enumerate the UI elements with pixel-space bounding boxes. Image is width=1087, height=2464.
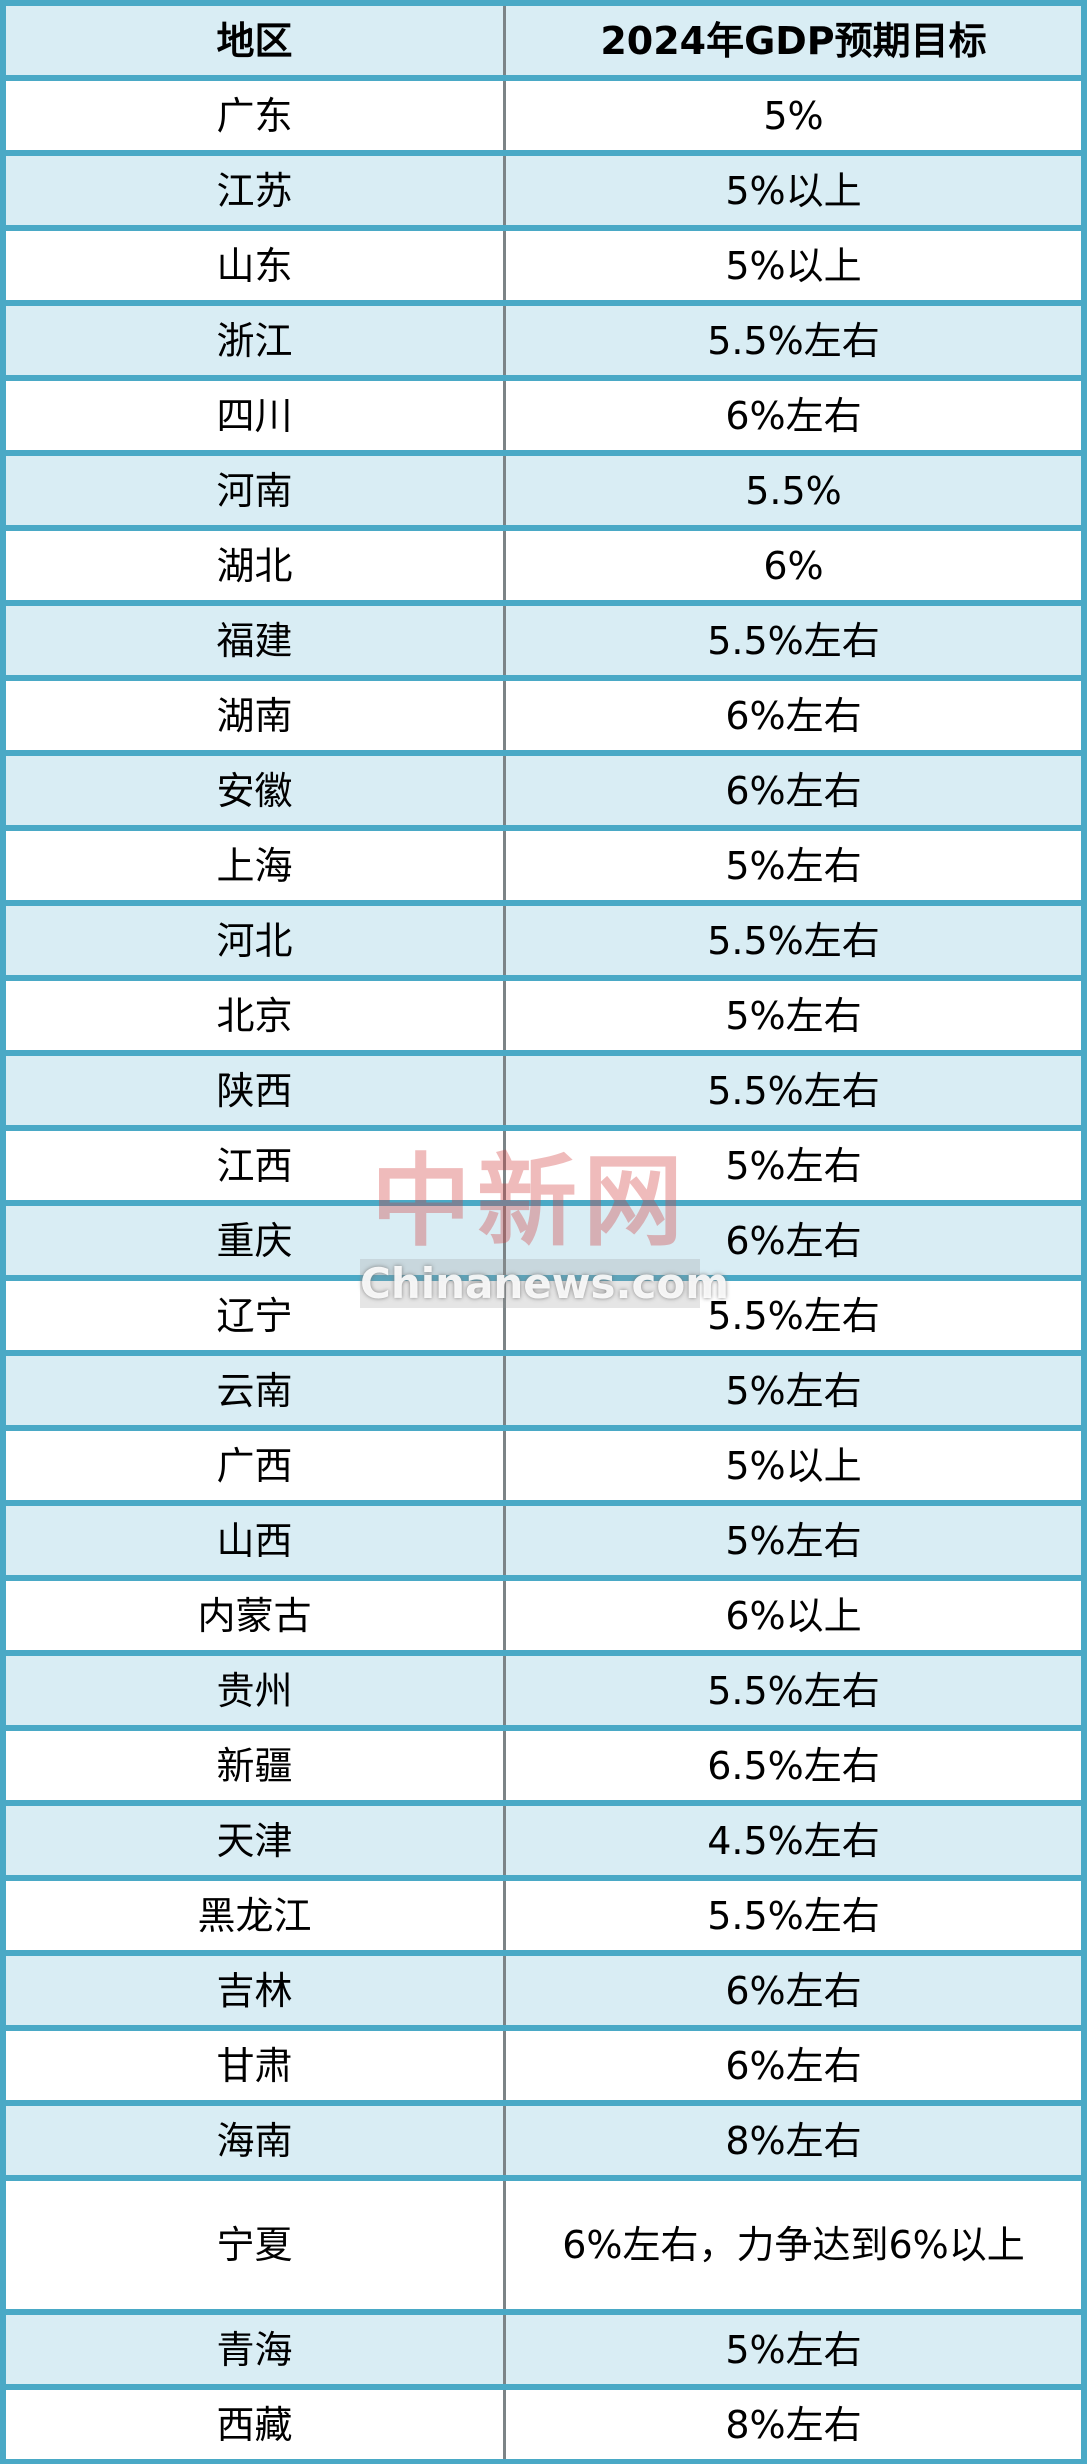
region-cell: 山西: [6, 1506, 506, 1575]
region-cell: 浙江: [6, 306, 506, 375]
region-cell: 黑龙江: [6, 1881, 506, 1950]
region-cell: 陕西: [6, 1056, 506, 1125]
target-cell: 5%以上: [506, 156, 1081, 225]
target-cell: 5.5%左右: [506, 1881, 1081, 1950]
region-cell: 贵州: [6, 1656, 506, 1725]
target-cell: 5.5%左右: [506, 306, 1081, 375]
table-row: 浙江 5.5%左右: [6, 306, 1081, 375]
region-cell: 重庆: [6, 1206, 506, 1275]
table-row: 天津 4.5%左右: [6, 1806, 1081, 1875]
target-cell: 6%左右: [506, 681, 1081, 750]
table-row: 海南 8%左右: [6, 2106, 1081, 2175]
region-cell: 江苏: [6, 156, 506, 225]
table-row: 西藏 8%左右: [6, 2390, 1081, 2459]
target-cell: 5.5%左右: [506, 1656, 1081, 1725]
target-cell: 5.5%左右: [506, 606, 1081, 675]
region-cell: 辽宁: [6, 1281, 506, 1350]
target-cell: 5%左右: [506, 1131, 1081, 1200]
target-cell: 5.5%左右: [506, 1056, 1081, 1125]
region-cell: 北京: [6, 981, 506, 1050]
table-row: 贵州 5.5%左右: [6, 1656, 1081, 1725]
table-row: 内蒙古 6%以上: [6, 1581, 1081, 1650]
table-row: 福建 5.5%左右: [6, 606, 1081, 675]
table-row: 吉林 6%左右: [6, 1956, 1081, 2025]
region-cell: 四川: [6, 381, 506, 450]
table-row: 四川 6%左右: [6, 381, 1081, 450]
region-cell: 广西: [6, 1431, 506, 1500]
region-cell: 宁夏: [6, 2181, 506, 2309]
table-row: 山西 5%左右: [6, 1506, 1081, 1575]
table-row: 湖北 6%: [6, 531, 1081, 600]
table-row: 甘肃 6%左右: [6, 2031, 1081, 2100]
target-cell: 6%以上: [506, 1581, 1081, 1650]
region-cell: 甘肃: [6, 2031, 506, 2100]
target-cell: 6%左右: [506, 381, 1081, 450]
target-cell: 5%左右: [506, 981, 1081, 1050]
target-cell: 8%左右: [506, 2106, 1081, 2175]
table-row: 河南 5.5%: [6, 456, 1081, 525]
target-cell: 4.5%左右: [506, 1806, 1081, 1875]
target-cell: 5%以上: [506, 231, 1081, 300]
target-cell: 6%左右: [506, 756, 1081, 825]
region-cell: 上海: [6, 831, 506, 900]
table-row: 上海 5%左右: [6, 831, 1081, 900]
table-row: 云南 5%左右: [6, 1356, 1081, 1425]
target-cell: 6.5%左右: [506, 1731, 1081, 1800]
table-row: 陕西 5.5%左右: [6, 1056, 1081, 1125]
table-row: 北京 5%左右: [6, 981, 1081, 1050]
target-cell: 6%左右: [506, 1956, 1081, 2025]
region-cell: 新疆: [6, 1731, 506, 1800]
region-cell: 云南: [6, 1356, 506, 1425]
target-cell: 5%左右: [506, 2315, 1081, 2384]
table-row: 河北 5.5%左右: [6, 906, 1081, 975]
table-row: 黑龙江 5.5%左右: [6, 1881, 1081, 1950]
table-row: 宁夏 6%左右，力争达到6%以上: [6, 2181, 1081, 2309]
target-cell: 8%左右: [506, 2390, 1081, 2459]
table-row: 青海 5%左右: [6, 2315, 1081, 2384]
target-cell: 6%左右: [506, 2031, 1081, 2100]
target-cell: 5%左右: [506, 1356, 1081, 1425]
target-cell: 5%: [506, 81, 1081, 150]
table-row: 山东 5%以上: [6, 231, 1081, 300]
target-cell: 6%: [506, 531, 1081, 600]
target-cell: 5.5%左右: [506, 906, 1081, 975]
table-row: 辽宁 5.5%左右: [6, 1281, 1081, 1350]
target-cell: 5.5%: [506, 456, 1081, 525]
table-header-row: 地区 2024年GDP预期目标: [6, 6, 1081, 75]
header-target: 2024年GDP预期目标: [506, 6, 1081, 75]
table-row: 湖南 6%左右: [6, 681, 1081, 750]
region-cell: 江西: [6, 1131, 506, 1200]
table-row: 广西 5%以上: [6, 1431, 1081, 1500]
table-row: 江苏 5%以上: [6, 156, 1081, 225]
region-cell: 内蒙古: [6, 1581, 506, 1650]
region-cell: 福建: [6, 606, 506, 675]
region-cell: 河北: [6, 906, 506, 975]
region-cell: 天津: [6, 1806, 506, 1875]
table-row: 江西 5%左右: [6, 1131, 1081, 1200]
region-cell: 湖北: [6, 531, 506, 600]
table-row: 新疆 6.5%左右: [6, 1731, 1081, 1800]
target-cell: 5%左右: [506, 831, 1081, 900]
header-region: 地区: [6, 6, 506, 75]
target-cell: 5.5%左右: [506, 1281, 1081, 1350]
region-cell: 广东: [6, 81, 506, 150]
region-cell: 西藏: [6, 2390, 506, 2459]
region-cell: 海南: [6, 2106, 506, 2175]
target-cell: 5%以上: [506, 1431, 1081, 1500]
target-cell: 6%左右: [506, 1206, 1081, 1275]
table-row: 广东 5%: [6, 81, 1081, 150]
region-cell: 山东: [6, 231, 506, 300]
region-cell: 吉林: [6, 1956, 506, 2025]
target-cell: 6%左右，力争达到6%以上: [506, 2181, 1081, 2309]
table-row: 安徽 6%左右: [6, 756, 1081, 825]
target-cell: 5%左右: [506, 1506, 1081, 1575]
gdp-target-table: 地区 2024年GDP预期目标 广东 5% 江苏 5%以上 山东 5%以上 浙江 5.5%左右…: [6, 6, 1081, 2459]
region-cell: 河南: [6, 456, 506, 525]
region-cell: 青海: [6, 2315, 506, 2384]
region-cell: 安徽: [6, 756, 506, 825]
table-row: 重庆 6%左右: [6, 1206, 1081, 1275]
region-cell: 湖南: [6, 681, 506, 750]
